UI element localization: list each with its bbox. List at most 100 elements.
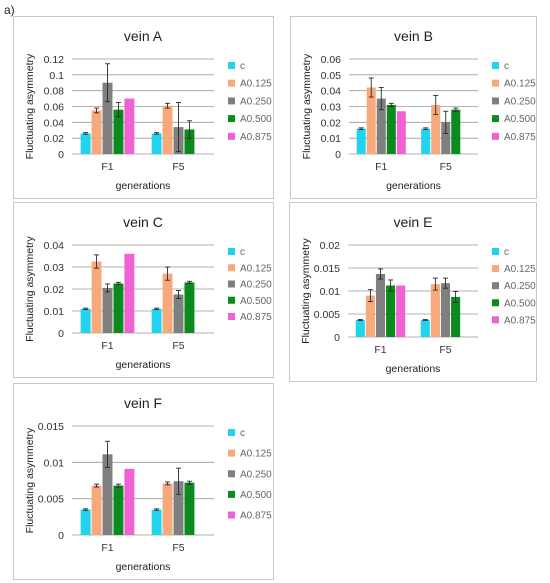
legend-label-c: c (504, 247, 509, 258)
legend-label-a0-500: A0.500 (240, 490, 272, 501)
legend-label-a0-875: A0.875 (240, 312, 272, 323)
chart-vein-b: vein B 0 0.01 0.02 0.03 0.04 0.05 0.06 Fluctuati… (290, 16, 537, 199)
x-tick-label: F5 (440, 161, 452, 173)
y-tick-label: 0.01 (44, 306, 65, 318)
y-tick-label: 0.04 (44, 117, 65, 129)
legend-swatch-a0-500 (492, 115, 499, 123)
y-tick-label: 0.015 (38, 421, 64, 433)
chart-svg: vein A 0 0.02 0.04 0.06 0.08 0.1 0.12 Fluctuatin… (24, 28, 272, 192)
error-bar-a0-500-f5 (186, 480, 192, 485)
bar-a0-875-f1 (396, 111, 406, 154)
bar-c-f1 (356, 128, 366, 154)
y-tick-label: 0.02 (44, 284, 65, 296)
error-bar-a0-250-f5 (176, 467, 181, 495)
y-axis-label: Fluctuating asymmetry (300, 237, 312, 343)
bar-c-f1 (80, 308, 91, 333)
y-tick-label: 0.04 (44, 240, 65, 252)
error-bar-c-f5 (422, 319, 428, 321)
error-bar-a0-250-f5 (443, 277, 448, 289)
error-bar-a0-125-f1 (94, 254, 100, 269)
chart-vein-f: vein F 0 0.005 0.01 0.015 Fluctuating asymmet… (13, 383, 274, 580)
y-axis-label: Fluctuating asymmetry (24, 427, 36, 533)
error-bar-a0-125-f5 (432, 277, 438, 291)
legend-label-a0-250: A0.250 (504, 281, 536, 292)
y-tick-label: 0.03 (44, 262, 65, 274)
y-tick-label: 0.02 (44, 133, 65, 145)
legend-swatch-c (228, 62, 235, 69)
bar-a0-125-f1 (91, 110, 102, 154)
legend-label-c: c (240, 428, 245, 439)
legend-swatch-c (492, 62, 499, 69)
y-tick-label: 0.04 (321, 86, 342, 98)
bar-a0-500-f1 (113, 283, 124, 333)
error-bar-a0-500-f5 (453, 107, 459, 112)
legend-swatch-c (228, 429, 235, 436)
bar-a0-250-f1 (375, 273, 386, 337)
legend-swatch-c (492, 248, 499, 255)
error-bar-a0-500-f5 (186, 280, 192, 284)
legend-swatch-a0-500 (228, 490, 235, 498)
error-bar-a0-250-f5 (443, 110, 449, 134)
legend-swatch-a0-250 (492, 282, 499, 290)
bar-a0-500-f1 (386, 285, 396, 337)
chart-title: vein E (394, 214, 433, 230)
y-tick-label: 0.1 (49, 70, 64, 82)
bar-a0-875-f1 (124, 468, 135, 535)
chart-title: vein A (124, 28, 163, 44)
error-bar-a0-125-f1 (368, 77, 374, 98)
legend-swatch-a0-500 (228, 296, 235, 304)
y-tick-label: 0.02 (320, 240, 341, 252)
y-tick-label: 0 (58, 328, 64, 340)
bar-a0-125-f5 (431, 104, 441, 154)
error-bar-a0-125-f5 (433, 94, 439, 115)
legend-label-a0-125: A0.125 (240, 449, 272, 460)
legend-swatch-a0-125 (228, 264, 235, 272)
x-tick-label: F1 (101, 542, 113, 554)
bar-a0-250-f5 (440, 283, 451, 337)
chart-svg: vein C 0 0.01 0.02 0.03 0.04 Fluctuating asymm… (24, 214, 272, 371)
error-bar-a0-500-f1 (115, 281, 121, 286)
y-tick-label: 0 (335, 149, 341, 161)
legend-swatch-c (228, 248, 235, 255)
error-bar-a0-125-f1 (94, 483, 100, 488)
bar-a0-500-f1 (386, 104, 396, 154)
legend-swatch-a0-125 (492, 79, 499, 87)
bar-a0-875-f1 (124, 98, 135, 154)
error-bar-c-f1 (358, 127, 364, 130)
x-axis-label: generations (116, 359, 171, 371)
error-bar-a0-250-f1 (105, 440, 110, 468)
y-tick-label: 0.01 (320, 286, 341, 298)
chart-title: vein B (394, 28, 433, 44)
bar-a0-250-f1 (102, 454, 113, 535)
legend-swatch-a0-875 (492, 316, 499, 324)
legend-swatch-a0-125 (228, 449, 235, 457)
figure-panel-label: a) (4, 3, 15, 17)
bar-c-f5 (420, 319, 430, 337)
bar-a0-250-f1 (376, 98, 386, 154)
y-tick-label: 0.005 (314, 309, 340, 321)
bar-a0-500-f5 (451, 296, 461, 337)
legend-swatch-a0-500 (228, 115, 235, 123)
error-bar-a0-250-f1 (378, 268, 383, 280)
error-bar-a0-500-f1 (388, 279, 394, 292)
legend-label-c: c (240, 247, 245, 258)
error-bar-c-f1 (83, 508, 89, 511)
bar-a0-250-f5 (441, 122, 451, 154)
y-tick-label: 0.06 (44, 102, 65, 114)
bar-a0-250-f5 (173, 481, 184, 535)
error-bar-a0-500-f1 (388, 102, 394, 107)
bar-a0-500-f5 (184, 482, 195, 535)
legend-label-a0-500: A0.500 (240, 114, 272, 125)
bar-a0-125-f5 (430, 284, 440, 337)
bar-a0-500-f5 (451, 109, 461, 154)
legend-label-a0-250: A0.250 (240, 96, 272, 107)
y-tick-label: 0.005 (38, 494, 64, 506)
legend-swatch-a0-500 (492, 299, 499, 307)
legend-label-a0-875: A0.875 (240, 511, 272, 522)
error-bar-c-f1 (83, 132, 89, 135)
bar-a0-250-f1 (102, 82, 113, 154)
error-bar-c-f5 (154, 132, 160, 135)
bar-a0-125-f1 (91, 261, 102, 333)
error-bar-c-f5 (154, 307, 160, 310)
legend-label-a0-250: A0.250 (240, 280, 272, 291)
